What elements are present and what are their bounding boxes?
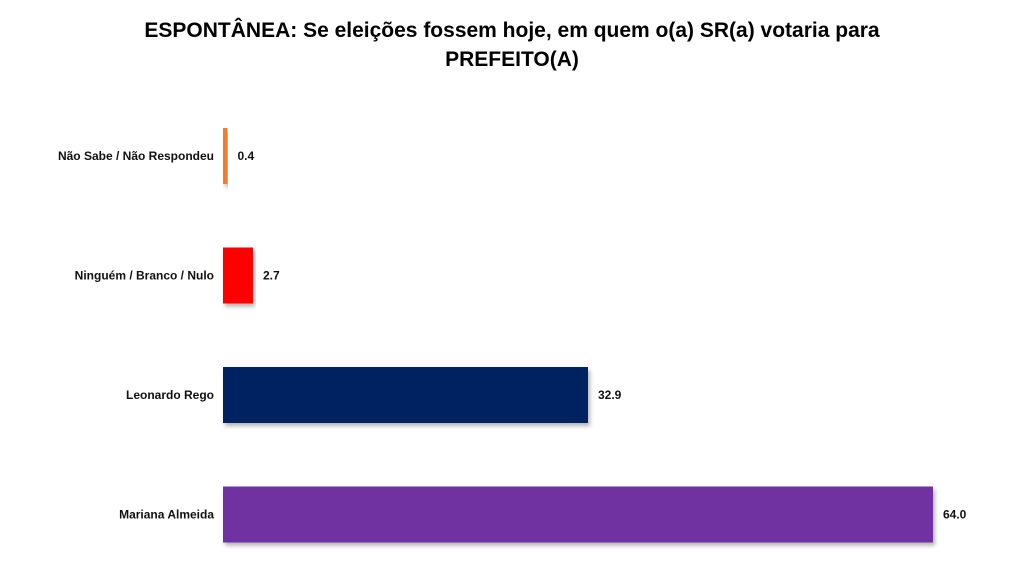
bar-2 xyxy=(223,367,588,423)
bars-layer xyxy=(223,128,933,543)
value-label-0: 0.4 xyxy=(237,149,254,163)
value-label-1: 2.7 xyxy=(263,269,280,283)
bar-1 xyxy=(223,247,253,304)
bar-0 xyxy=(223,128,228,184)
category-label-0: Não Sabe / Não Respondeu xyxy=(58,149,214,163)
bar-3 xyxy=(223,486,933,543)
chart-title: ESPONTÂNEA: Se eleições fossem hoje, em … xyxy=(144,19,880,71)
category-label-3: Mariana Almeida xyxy=(119,508,214,522)
category-label-2: Leonardo Rego xyxy=(126,388,214,402)
labels-layer: Não Sabe / Não Respondeu 0.4 Ninguém / Bra… xyxy=(58,149,967,522)
value-label-3: 64.0 xyxy=(943,508,967,522)
category-label-1: Ninguém / Branco / Nulo xyxy=(75,269,214,283)
value-label-2: 32.9 xyxy=(598,388,622,402)
